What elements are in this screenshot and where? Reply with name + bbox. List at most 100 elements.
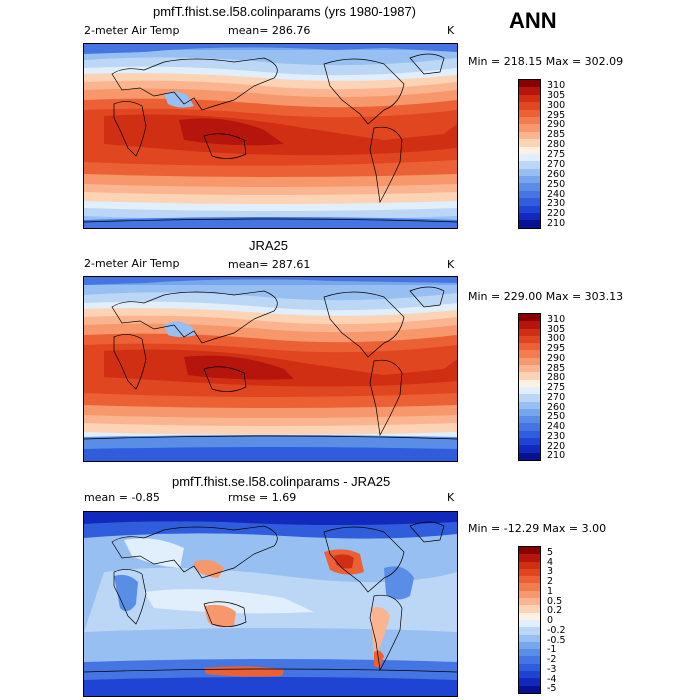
- difference-map: [83, 511, 458, 697]
- colorbar-tick-label: 3: [547, 566, 554, 578]
- colorbar-tick-label: -3: [547, 663, 557, 675]
- panel-title: pmfT.fhist.se.l58.colinparams (yrs 1980-…: [153, 4, 417, 19]
- colorbar-tick-label: 270: [547, 158, 566, 170]
- colorbar-swatch: [519, 554, 540, 562]
- colorbar-swatch: [519, 146, 540, 154]
- colorbar-tick-label: 240: [547, 421, 566, 433]
- colorbar-tick-label: 305: [547, 323, 566, 335]
- colorbar-tick-label: 305: [547, 89, 566, 101]
- unit-label: K: [447, 491, 455, 504]
- colorbar-swatch: [519, 116, 540, 125]
- colorbar-swatch: [519, 314, 540, 322]
- colorbar-swatch: [519, 590, 540, 599]
- colorbar-swatch: [519, 416, 540, 424]
- colorbar-swatch: [519, 612, 540, 620]
- colorbar: [518, 79, 541, 229]
- colorbar-tick-label: 260: [547, 401, 566, 413]
- colorbar-tick-label: 300: [547, 333, 566, 345]
- colorbar-tick-label: 310: [547, 80, 566, 91]
- unit-label: K: [447, 24, 455, 37]
- colorbar-swatch: [519, 153, 540, 162]
- colorbar-swatch: [519, 124, 540, 132]
- colorbar-swatch: [519, 372, 540, 380]
- colorbar-swatch: [519, 619, 540, 628]
- mean-label: mean= 286.76: [228, 24, 311, 37]
- colorbar-swatch: [519, 87, 540, 95]
- colorbar-swatch: [519, 161, 540, 169]
- colorbar-swatch: [519, 547, 540, 555]
- minmax-label: Min = -12.29 Max = 3.00: [468, 522, 607, 535]
- rmse-label: rmse = 1.69: [228, 491, 297, 504]
- season-label: ANN: [509, 8, 557, 33]
- colorbar-tick-label: -0.2: [547, 624, 566, 636]
- colorbar-swatch: [519, 634, 540, 642]
- colorbar-tick-label: 250: [547, 178, 566, 190]
- colorbar-swatch: [519, 678, 540, 686]
- colorbar-tick-label: 285: [547, 129, 566, 141]
- colorbar-tick-label: 275: [547, 382, 566, 394]
- colorbar-swatch: [519, 176, 540, 184]
- colorbar-swatch: [519, 350, 540, 358]
- colorbar-swatch: [519, 568, 540, 577]
- mean-label: mean = -0.85: [84, 491, 160, 504]
- colorbar-tick-label: 290: [547, 352, 566, 364]
- colorbar-tick-label: 1: [547, 585, 554, 597]
- colorbar-swatch: [519, 685, 540, 693]
- colorbar-tick-label: 240: [547, 188, 566, 200]
- colorbar-swatch: [519, 663, 540, 672]
- colorbar-swatch: [519, 576, 540, 584]
- colorbar-tick-label: 285: [547, 362, 566, 374]
- panel-title: JRA25: [249, 238, 289, 253]
- colorbar-tick-label: -0.5: [547, 634, 566, 646]
- colorbar-tick-label: -5: [547, 683, 557, 695]
- colorbar-swatch: [519, 328, 540, 336]
- colorbar-swatch: [519, 198, 540, 206]
- colorbar-swatch: [519, 102, 540, 110]
- colorbar-swatch: [519, 190, 540, 199]
- mean-label: mean= 287.61: [228, 258, 311, 271]
- colorbar-tick-label: 4: [547, 556, 554, 568]
- colorbar-swatch: [519, 656, 540, 664]
- colorbar-tick-label: -2: [547, 654, 557, 666]
- colorbar-swatch: [519, 94, 540, 103]
- colorbar-tick-label: 220: [547, 440, 566, 452]
- temperature-map: [83, 276, 458, 462]
- colorbar-tick-label: 295: [547, 109, 566, 121]
- colorbar-swatch: [519, 183, 540, 191]
- colorbar-swatch: [519, 605, 540, 613]
- colorbar-tick-label: 210: [547, 218, 566, 230]
- minmax-label: Min = 218.15 Max = 302.09: [468, 55, 624, 68]
- colorbar-swatch: [519, 438, 540, 446]
- colorbar-swatch: [519, 379, 540, 387]
- colorbar-tick-label: 0.5: [547, 595, 563, 607]
- colorbar-tick-label: 250: [547, 411, 566, 423]
- colorbar-tick-label: 295: [547, 343, 566, 355]
- colorbar-tick-label: 280: [547, 372, 566, 384]
- colorbar-swatch: [519, 139, 540, 147]
- variable-label: 2-meter Air Temp: [84, 24, 180, 37]
- colorbar-tick-label: 310: [547, 314, 566, 325]
- colorbar-tick-label: 220: [547, 208, 566, 220]
- colorbar-tick-label: 230: [547, 198, 566, 210]
- colorbar-tick-label: 270: [547, 391, 566, 403]
- colorbar-swatch: [519, 430, 540, 439]
- colorbar-swatch: [519, 598, 540, 606]
- colorbar-swatch: [519, 401, 540, 409]
- colorbar-swatch: [519, 649, 540, 657]
- colorbar-swatch: [519, 671, 540, 679]
- colorbar-swatch: [519, 452, 540, 460]
- colorbar: [518, 546, 541, 694]
- colorbar-tick-label: 5: [547, 547, 554, 558]
- colorbar-swatch: [519, 423, 540, 431]
- colorbar-tick-label: 210: [547, 450, 566, 462]
- colorbar-swatch: [519, 394, 540, 402]
- colorbar-tick-label: -4: [547, 673, 557, 685]
- colorbar-swatch: [519, 205, 540, 214]
- colorbar-swatch: [519, 335, 540, 344]
- colorbar-swatch: [519, 386, 540, 395]
- colorbar-tick-label: 230: [547, 430, 566, 442]
- colorbar-tick-label: 2: [547, 576, 554, 588]
- colorbar-swatch: [519, 408, 540, 417]
- panel-title: pmfT.fhist.se.l58.colinparams - JRA25: [172, 474, 391, 489]
- colorbar-swatch: [519, 321, 540, 329]
